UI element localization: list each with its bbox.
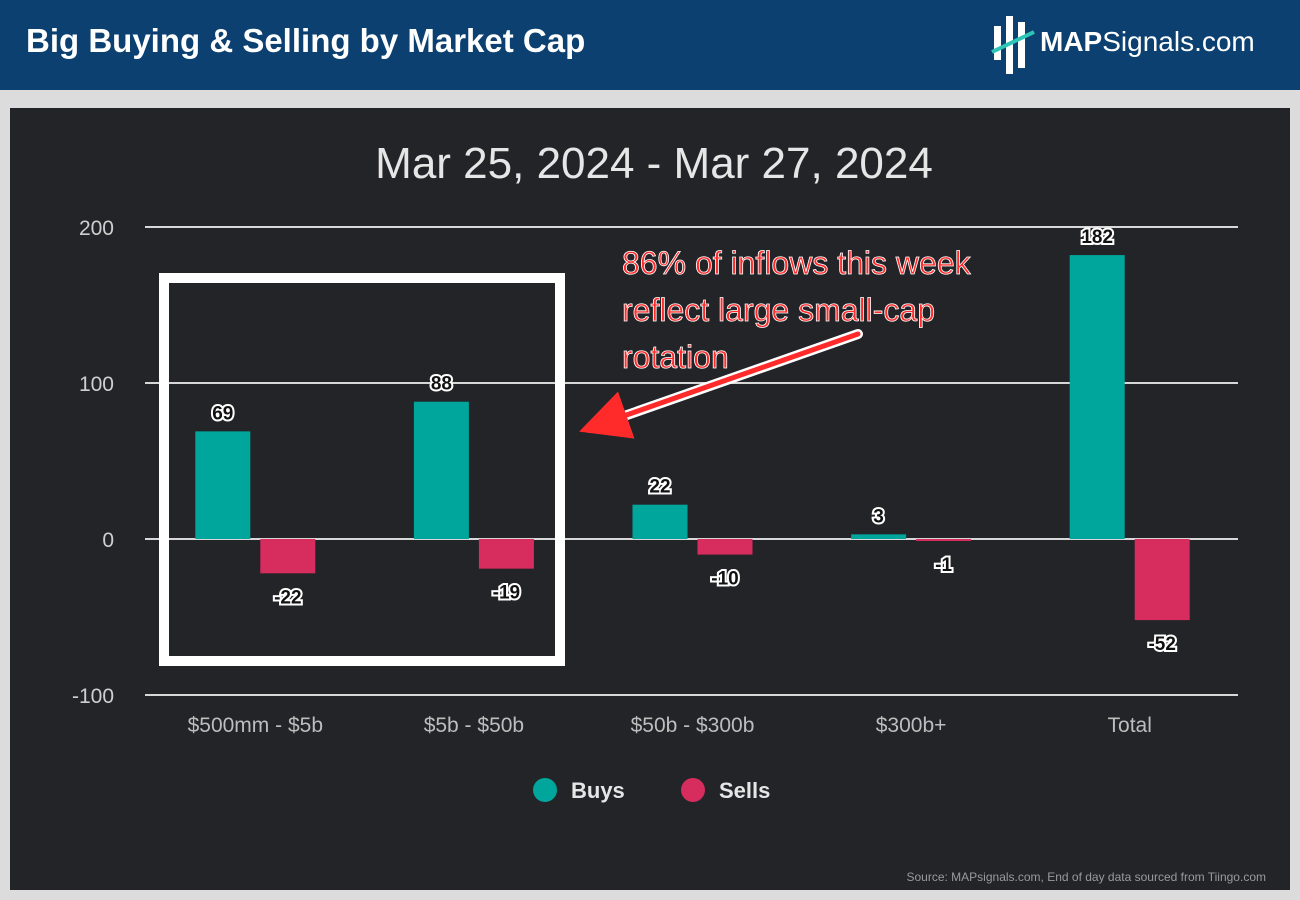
data-label: 88 — [431, 374, 452, 395]
x-tick-label: $300b+ — [876, 714, 947, 737]
legend-label-sells: Sells — [719, 778, 770, 803]
bar-sells — [1134, 539, 1190, 621]
x-tick-label: Total — [1108, 714, 1152, 737]
data-label: 3 — [873, 506, 884, 527]
logo-text-bold: MAP — [1040, 26, 1103, 57]
data-label: -1 — [935, 555, 952, 576]
logo-mark-icon — [991, 16, 1035, 74]
x-tick-label: $500mm - $5b — [188, 714, 323, 737]
bar-sells — [916, 539, 972, 541]
data-label: 69 — [212, 403, 233, 424]
chart-panel: -100 0 100 200 69 -22 $500mm - $5b 88 -19 $5b - … — [10, 108, 1290, 890]
data-label: 182 — [1081, 227, 1113, 248]
highlight-box — [159, 273, 565, 666]
chart-title: Mar 25, 2024 - Mar 27, 2024 — [375, 139, 933, 188]
annotation-line-3: rotation — [622, 339, 729, 375]
page-title: Big Buying & Selling by Market Cap — [26, 22, 586, 59]
legend-label-buys: Buys — [571, 778, 625, 803]
data-label: -22 — [274, 587, 301, 608]
annotation-line-2: reflect large small-cap — [622, 292, 935, 328]
bar-buys — [195, 431, 251, 539]
brand-logo: MAPSignals.com — [990, 12, 1290, 78]
bar-sells — [697, 539, 753, 555]
y-tick-label: 200 — [79, 217, 114, 240]
bar-buys — [632, 504, 688, 539]
logo-text: MAPSignals.com — [1040, 26, 1255, 58]
header-bar: Big Buying & Selling by Market Cap MAPSi… — [0, 0, 1300, 90]
legend-swatch-sells — [681, 778, 705, 802]
y-tick-label: -100 — [72, 685, 114, 708]
bar-sells — [260, 539, 316, 574]
data-label: -10 — [711, 569, 738, 590]
annotation-line-1: 86% of inflows this week — [622, 245, 972, 281]
annotation-arrow-core — [579, 331, 861, 439]
y-tick-label: 0 — [102, 529, 114, 552]
x-tick-label: $50b - $300b — [631, 714, 755, 737]
data-label: -19 — [493, 583, 520, 604]
data-label: -52 — [1148, 634, 1175, 655]
bar-buys — [851, 534, 907, 539]
y-tick-label: 100 — [79, 373, 114, 396]
data-label: 22 — [649, 477, 670, 498]
bar-chart: -100 0 100 200 69 -22 $500mm - $5b 88 -19 $5b - … — [72, 139, 1238, 803]
source-note: Source: MAPsignals.com, End of day data … — [906, 870, 1266, 884]
x-tick-label: $5b - $50b — [424, 714, 524, 737]
bar-sells — [478, 539, 534, 569]
bar-buys — [413, 401, 469, 539]
logo-text-rest: Signals.com — [1102, 26, 1255, 57]
legend-swatch-buys — [533, 778, 557, 802]
bar-buys — [1069, 255, 1125, 539]
